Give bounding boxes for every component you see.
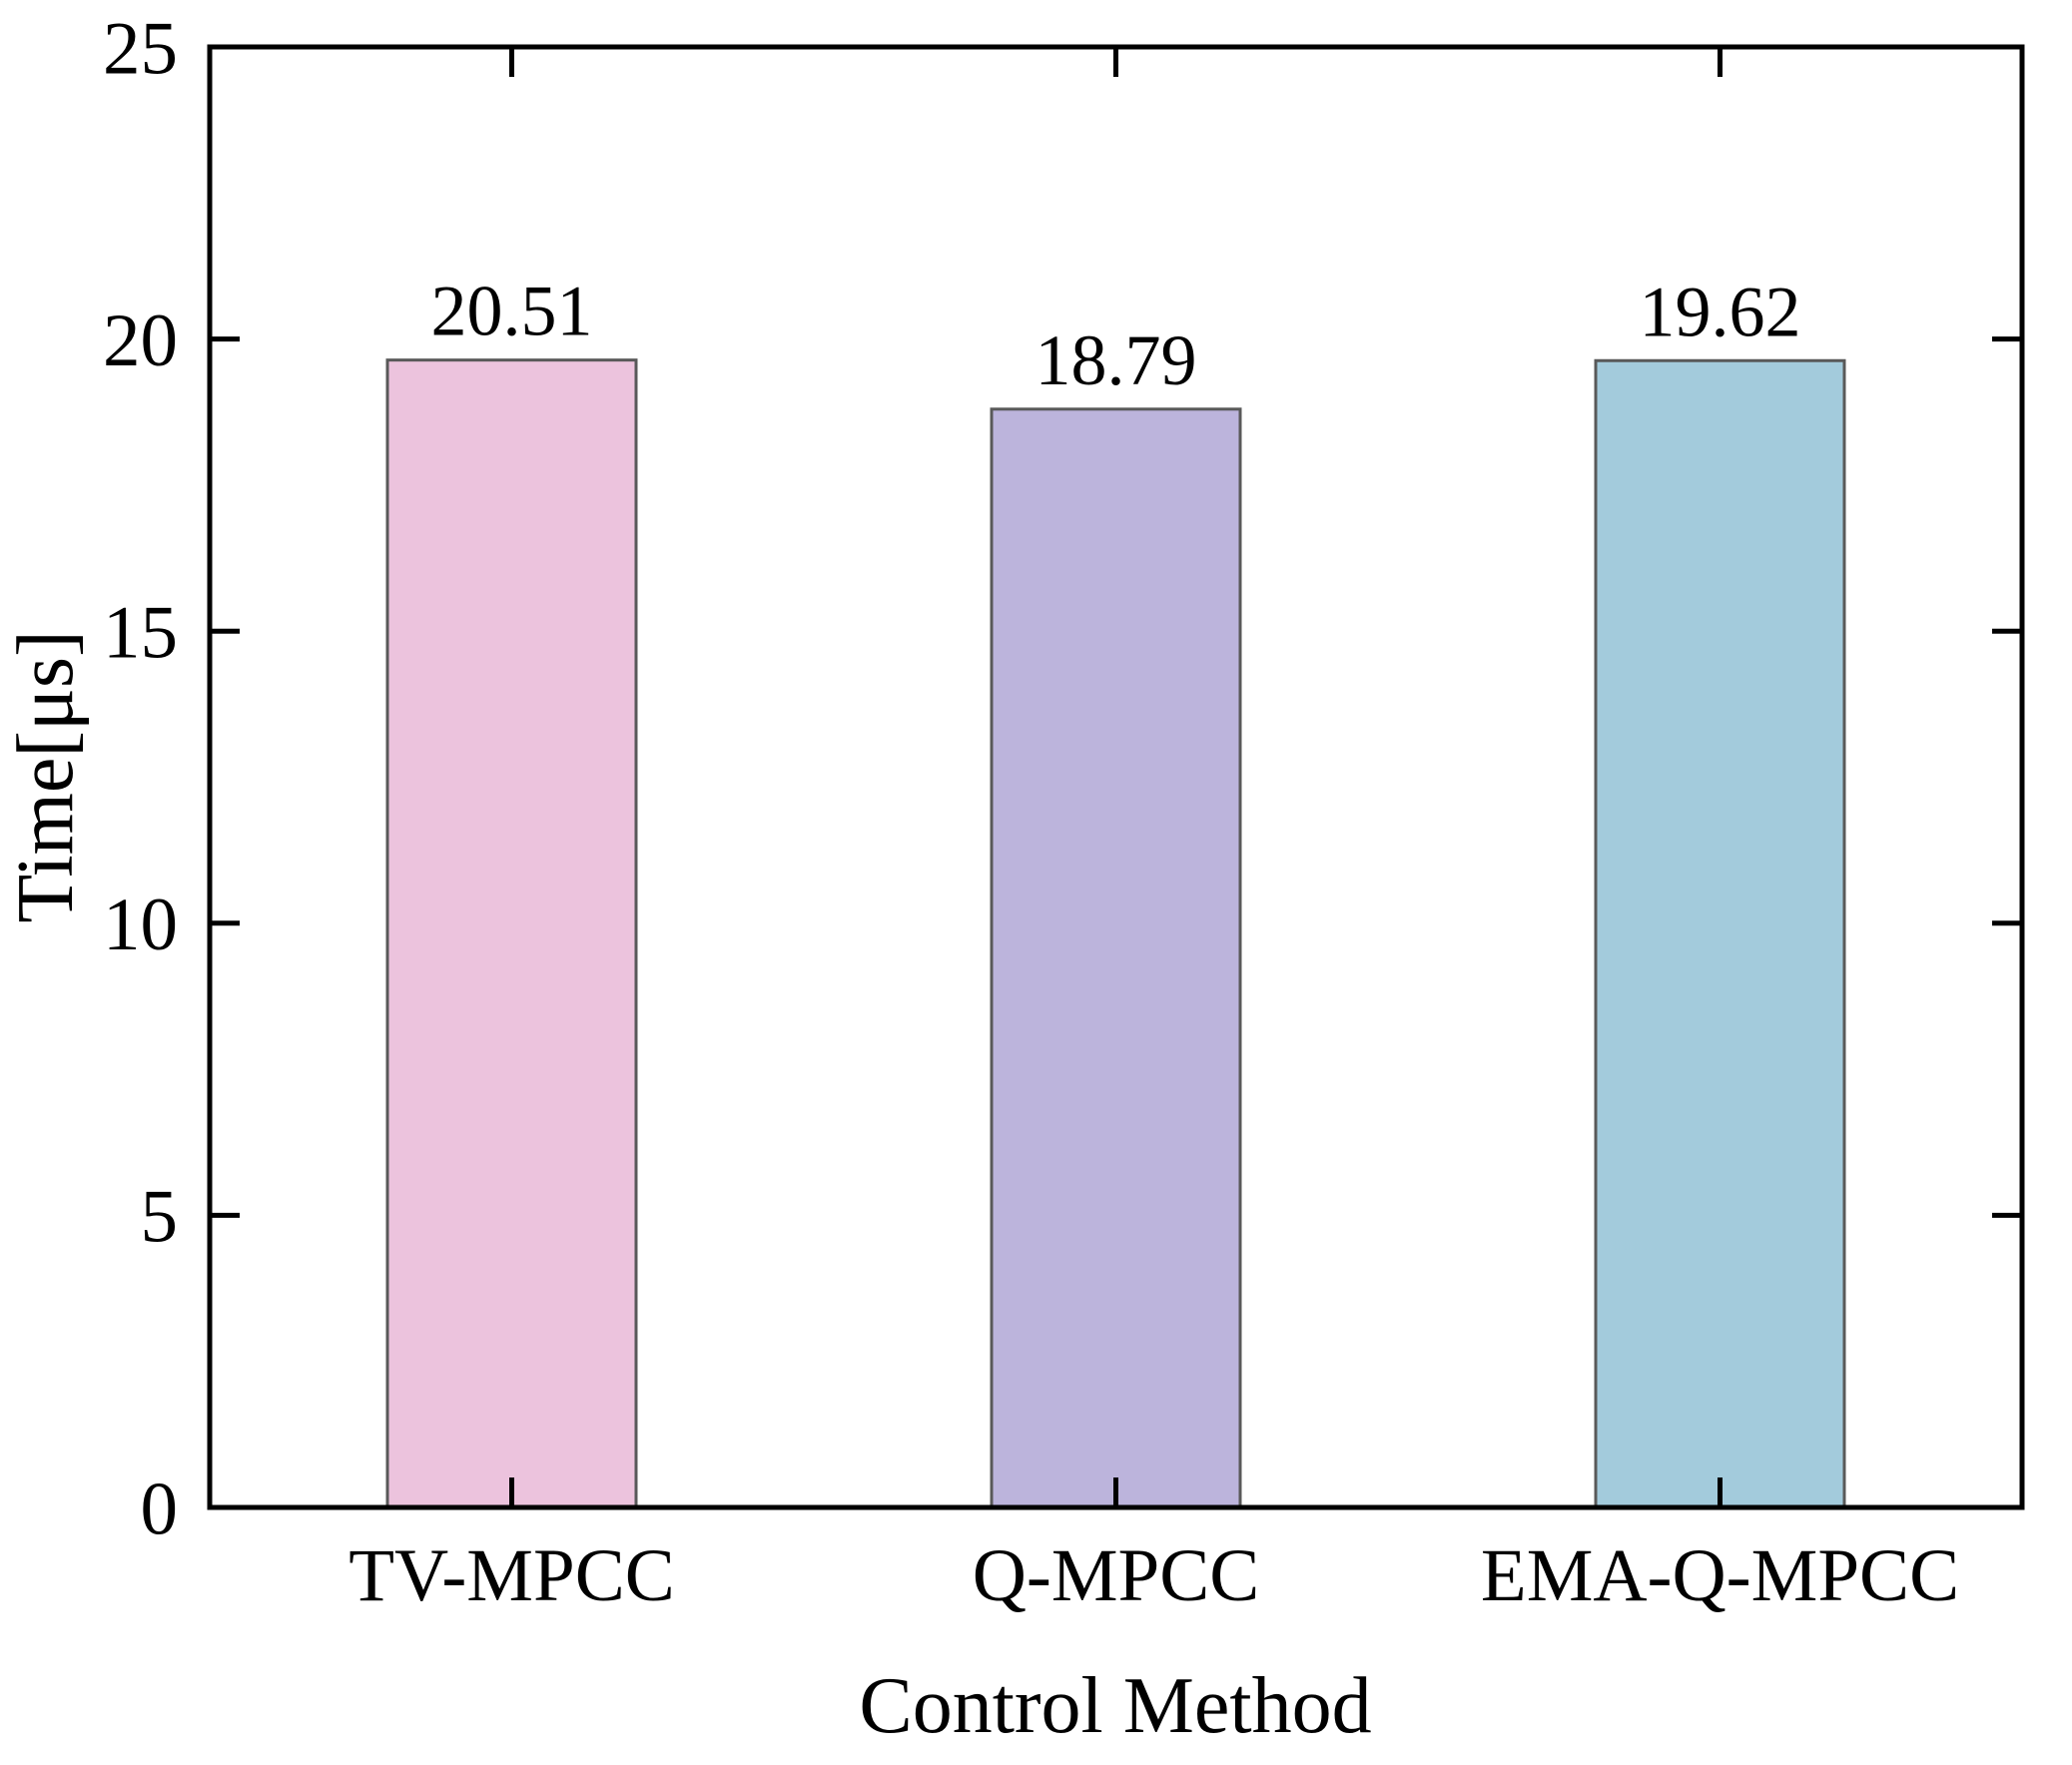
y-tick-label: 15: [103, 591, 178, 674]
y-tick-label: 10: [103, 883, 178, 966]
y-tick-label: 5: [141, 1176, 179, 1259]
bar-tv-mpcc: [385, 358, 638, 1509]
bars-group: [385, 358, 1846, 1509]
bar-value-label: 18.79: [1036, 320, 1197, 400]
y-tick-label: 25: [103, 7, 178, 90]
bar-ema-q-mpcc: [1594, 358, 1846, 1509]
plot-border: [207, 44, 2025, 1510]
y-tick-label: 0: [141, 1468, 179, 1550]
bar-value-label: 19.62: [1640, 272, 1801, 351]
x-tick-label: Q-MPCC: [973, 1534, 1260, 1617]
bar-value-label: 20.51: [431, 272, 593, 351]
x-tick-label: EMA-Q-MPCC: [1481, 1534, 1959, 1617]
x-axis-title: Control Method: [859, 1662, 1371, 1750]
y-tick-label: 20: [103, 299, 178, 382]
labels-group: 20.51 TV-MPCC 18.79 Q-MPCC 19.62 EMA-Q-MPCC 0 5…: [103, 7, 1959, 1617]
y-axis-title: Time[μs]: [2, 630, 90, 922]
bar-q-mpcc: [990, 407, 1242, 1509]
x-tick-label: TV-MPCC: [348, 1534, 675, 1617]
